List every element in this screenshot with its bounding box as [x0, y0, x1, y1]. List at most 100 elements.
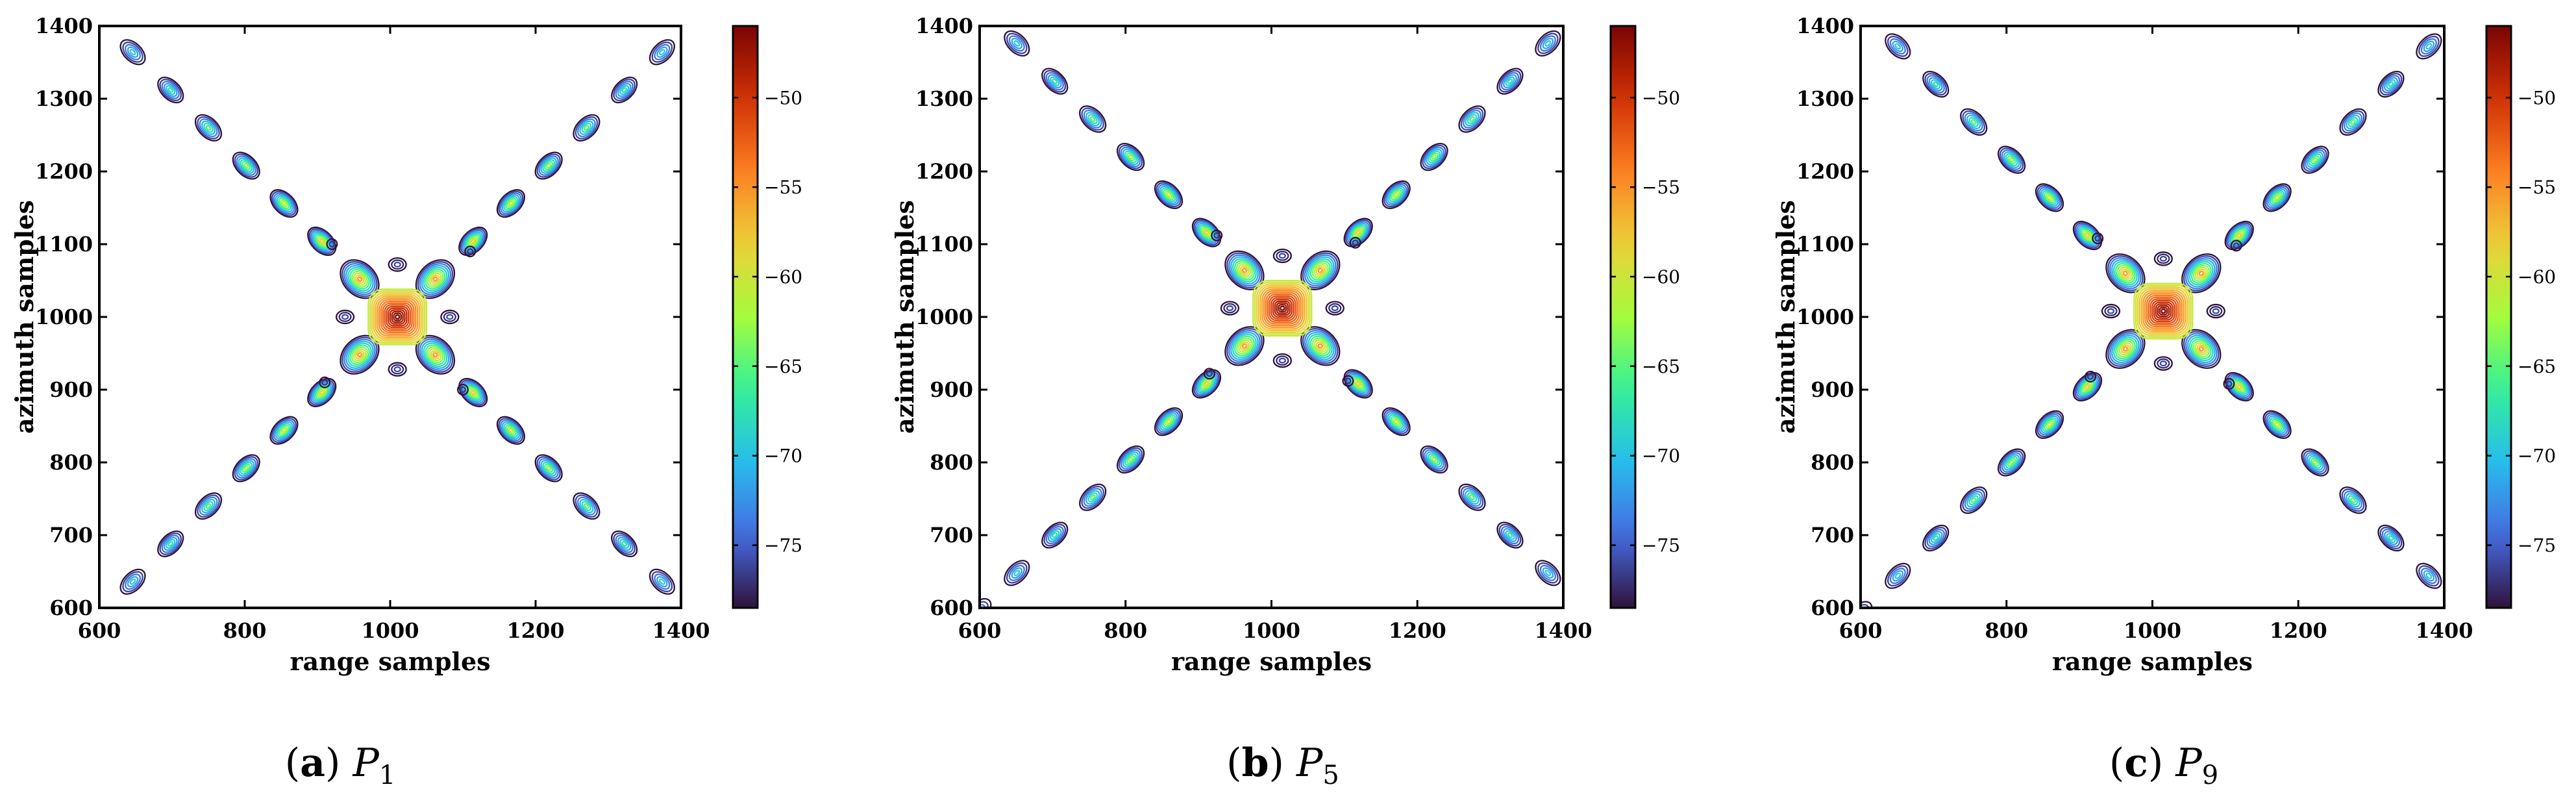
contour-line: [2001, 149, 2022, 170]
contour-line: [583, 125, 589, 131]
contour-line: [1120, 449, 1141, 470]
contour-line: [1278, 253, 1287, 259]
contour-line: [1356, 230, 1361, 235]
contour-line: [354, 350, 365, 360]
contour-line: [1128, 154, 1133, 160]
contour-line: [371, 292, 424, 342]
satellite-ring: [457, 384, 469, 396]
colorbar-tick-label: −60: [2518, 266, 2556, 288]
contour-line: [2087, 373, 2094, 380]
y-tick-label: 600: [1811, 596, 1854, 620]
contour-line: [421, 340, 450, 370]
sidelobe: [1191, 218, 1222, 247]
contour-line: [1166, 192, 1171, 197]
x-tick-label: 1400: [2415, 618, 2473, 643]
contour-line: [380, 300, 415, 334]
contour-line: [1892, 570, 1904, 582]
satellite-ring: [388, 362, 407, 377]
contour-line: [1166, 419, 1171, 425]
contour-line: [2262, 183, 2292, 212]
contour-line: [1922, 71, 1950, 98]
contour-line: [2157, 358, 2170, 369]
contour-line: [2116, 264, 2134, 282]
contour-line: [1041, 521, 1069, 549]
contour-line: [1537, 32, 1559, 55]
satellite-ring: [2092, 232, 2104, 245]
contour-line: [1328, 303, 1342, 314]
contour-line: [4, 680, 35, 711]
satellite-ring: [1220, 301, 1240, 316]
contour-line: [2109, 333, 2142, 366]
main-lobe: [1252, 279, 1313, 337]
contour-line: [2377, 524, 2405, 552]
contour-line: [1505, 76, 1515, 86]
contour-line: [1345, 219, 1372, 246]
contour-line: [443, 312, 456, 322]
contour-line: [2418, 565, 2440, 587]
sidelobe: [2527, 674, 2558, 705]
contour-line: [980, 597, 992, 608]
contour-line: [619, 84, 630, 95]
contour-line: [2074, 373, 2101, 400]
contour-line: [1962, 488, 1985, 512]
contour-line: [240, 159, 253, 172]
contour-line: [506, 426, 515, 435]
contour-line: [1307, 333, 1333, 358]
contour-line: [276, 423, 292, 438]
contour-line: [276, 195, 292, 211]
contour-line: [2233, 230, 2245, 241]
contour-line: [2310, 155, 2320, 165]
contour-line: [2535, 682, 2551, 697]
contour-line: [2040, 188, 2059, 207]
contour-line: [1426, 148, 1443, 166]
sidelobe: [2224, 371, 2254, 402]
contour-line: [281, 427, 287, 433]
contour-line: [319, 376, 331, 388]
contour-line: [1159, 412, 1178, 431]
contour-line: [317, 388, 326, 397]
contour-line: [1342, 375, 1354, 387]
contour-line: [1960, 486, 1988, 514]
contour-line: [2118, 266, 2132, 280]
y-axis-label: azimuth samples: [1771, 200, 1800, 434]
contour-line: [375, 295, 420, 339]
contour-line: [167, 87, 174, 93]
contour-line: [159, 79, 182, 101]
contour-line: [467, 236, 478, 247]
contour-line: [2223, 378, 2235, 390]
sidelobe: [307, 226, 337, 257]
sidelobe: [2339, 108, 2367, 136]
sidelobe: [2377, 71, 2405, 98]
contour-line: [2005, 456, 2018, 469]
contour-line: [1041, 68, 1069, 95]
contour-line: [649, 39, 675, 66]
contour-line: [504, 424, 517, 436]
y-tick-label: 1000: [35, 305, 93, 329]
contour-line: [546, 465, 552, 471]
contour-line: [2341, 488, 2365, 512]
contour-line: [1460, 485, 1484, 509]
contour-line: [243, 162, 249, 169]
contour-line: [1047, 528, 1062, 542]
contour-line: [2082, 381, 2093, 392]
contour-line: [1128, 457, 1133, 462]
contour-line: [1201, 378, 1212, 390]
y-tick-label: 900: [1811, 377, 1854, 402]
contour-line: [540, 460, 557, 477]
sidelobe: [1885, 562, 1911, 589]
contour-line: [161, 534, 180, 553]
contour-line: [1311, 337, 1329, 355]
contour-line: [1164, 190, 1173, 199]
contour-line: [1164, 417, 1173, 426]
contour-line: [727, 647, 749, 668]
contour-line: [2159, 307, 2168, 316]
contour-line: [2233, 242, 2240, 249]
contour-line: [501, 194, 521, 213]
contour-line: [1646, 671, 1678, 702]
contour-line: [242, 161, 251, 171]
sidelobe: [157, 530, 184, 557]
sidelobe: [684, 0, 716, 31]
contour-line: [307, 377, 337, 408]
panel-3: 600 800 1000 1200 1400 600 700 800 900 1000 1100 12…: [1771, 14, 2558, 790]
contour-line: [232, 151, 260, 180]
